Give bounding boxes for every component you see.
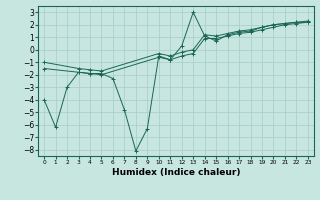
X-axis label: Humidex (Indice chaleur): Humidex (Indice chaleur) — [112, 168, 240, 177]
